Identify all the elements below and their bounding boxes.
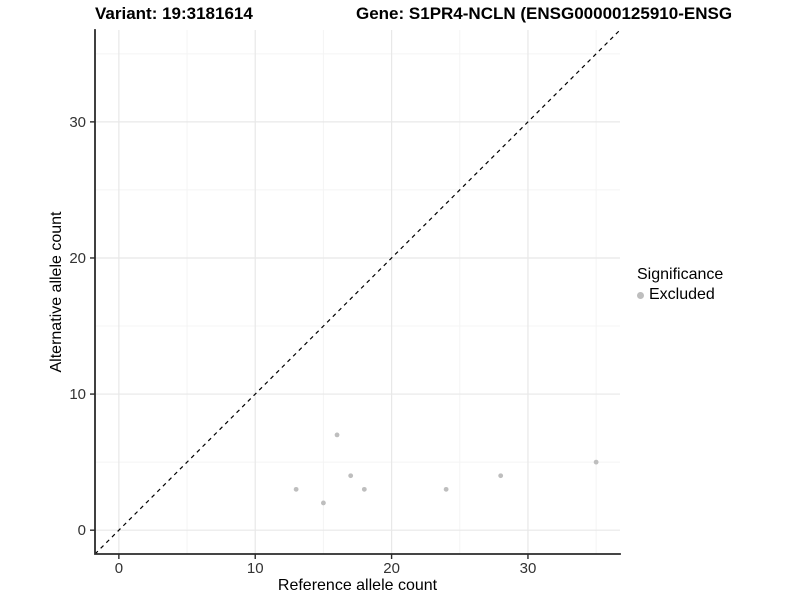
legend-point-icon xyxy=(637,291,644,299)
x-axis-title: Reference allele count xyxy=(277,577,438,594)
data-point xyxy=(321,500,326,506)
data-point xyxy=(348,473,354,479)
x-tick-label: 20 xyxy=(383,560,400,577)
y-tick-label: 0 xyxy=(78,522,86,539)
y-tick-label: 20 xyxy=(69,250,86,267)
legend: Significance Excluded xyxy=(637,266,723,304)
legend-item-label: Excluded xyxy=(649,286,715,303)
data-point xyxy=(334,432,340,438)
plot-title-variant: Variant: 19:3181614 xyxy=(95,4,253,23)
data-point xyxy=(293,486,299,492)
identity-line xyxy=(94,29,621,555)
axis-lines xyxy=(94,29,621,555)
data-point xyxy=(593,459,599,465)
data-point xyxy=(443,486,449,492)
x-tick-label: 10 xyxy=(247,560,264,577)
y-tick-label: 30 xyxy=(69,114,86,131)
legend-title: Significance xyxy=(637,266,724,283)
data-point xyxy=(361,486,367,492)
x-tick-label: 30 xyxy=(520,560,537,577)
plot-title-gene: Gene: S1PR4-NCLN (ENSG00000125910-ENSG xyxy=(356,4,733,23)
legend-item-excluded: Excluded xyxy=(637,286,723,304)
x-tick-label: 0 xyxy=(115,560,123,577)
y-axis-title: Alternative allele count xyxy=(48,211,65,373)
data-point xyxy=(498,473,504,479)
y-tick-label: 10 xyxy=(69,386,86,403)
